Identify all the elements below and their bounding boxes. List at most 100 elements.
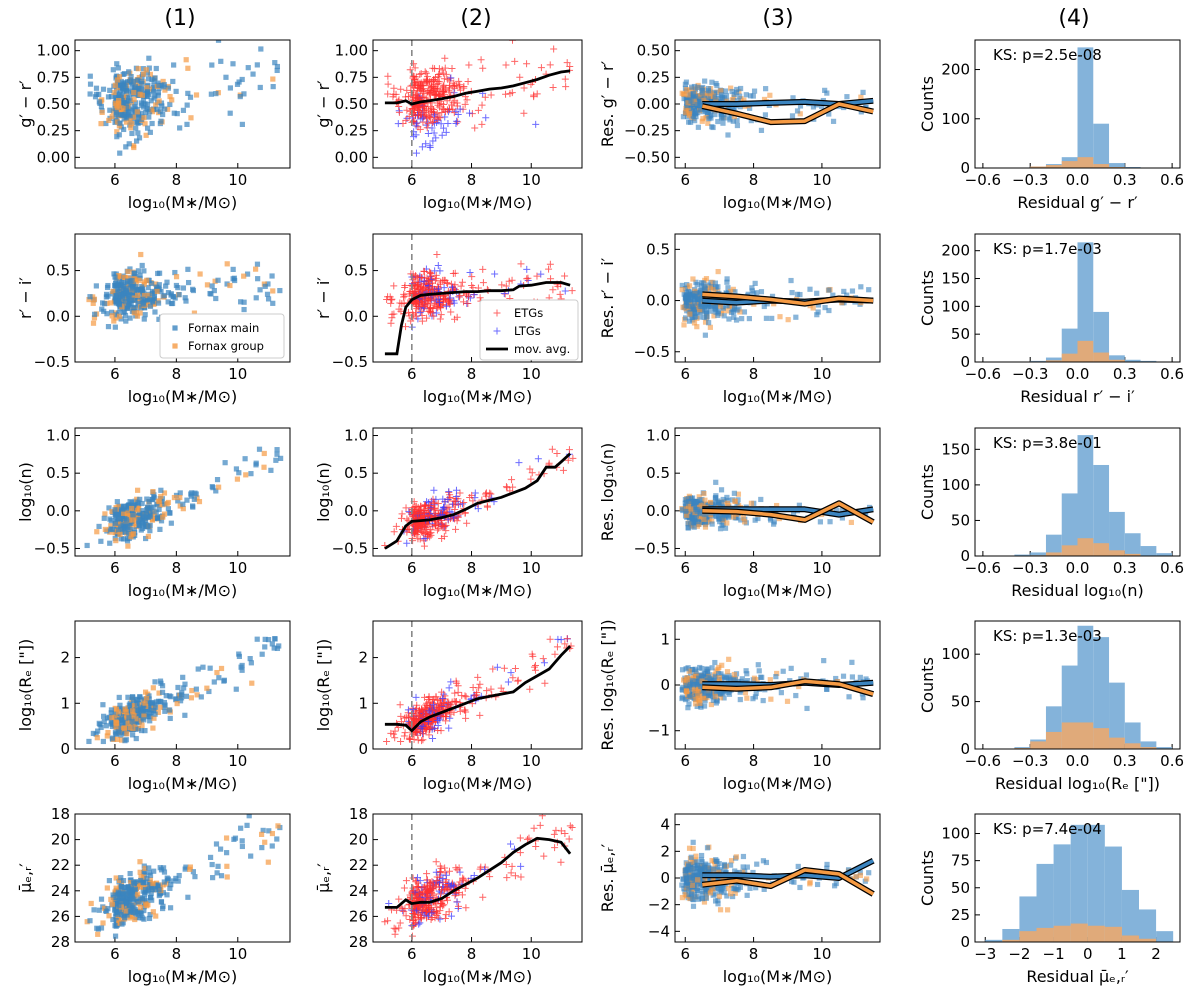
- ltg-point: [432, 134, 440, 142]
- main-point: [122, 529, 128, 535]
- main-residual: [748, 117, 754, 124]
- main-point: [163, 693, 169, 699]
- x-axis-label: log₁₀(M∗/M⊙): [128, 193, 238, 212]
- main-point: [223, 74, 229, 80]
- main-residual: [719, 499, 725, 506]
- main-residual: [712, 94, 718, 100]
- main-residual: [691, 300, 698, 306]
- main-residual: [702, 332, 708, 338]
- etg-point: [563, 635, 571, 643]
- main-point: [269, 641, 275, 647]
- main-point: [140, 704, 146, 711]
- col3-ytick-label: −0.50: [624, 148, 670, 166]
- main-residual: [727, 675, 733, 681]
- etg-point: [465, 61, 473, 69]
- etg-point: [424, 505, 432, 513]
- main-point: [100, 702, 106, 708]
- main-residual: [713, 690, 720, 696]
- etg-point: [464, 77, 472, 85]
- group-point: [161, 511, 168, 517]
- main-residual: [719, 115, 725, 121]
- group-point: [129, 505, 135, 512]
- ltg-point: [466, 109, 474, 117]
- col3-ytick-label: −0.5: [634, 343, 670, 361]
- etg-point: [456, 86, 464, 94]
- main-point: [109, 526, 116, 533]
- main-point: [139, 86, 145, 92]
- main-point: [123, 88, 130, 94]
- group-residual: [684, 676, 690, 683]
- etg-point: [531, 661, 539, 669]
- etg-point: [403, 515, 411, 523]
- etg-point: [421, 501, 429, 509]
- etg-point: [423, 112, 431, 120]
- group-residual: [696, 521, 702, 528]
- main-point: [152, 75, 158, 81]
- main-point: [254, 62, 260, 68]
- group-residual: [719, 662, 725, 668]
- main-point: [144, 523, 151, 529]
- main-point: [254, 261, 261, 267]
- main-residual: [731, 104, 737, 111]
- etg-point: [412, 729, 420, 737]
- etg-point: [424, 276, 432, 284]
- group-point: [124, 731, 130, 737]
- group-residual: [771, 301, 777, 307]
- main-point: [245, 65, 251, 71]
- col1-ytick-label: 0.0: [46, 307, 70, 325]
- ltg-point: [419, 114, 427, 122]
- main-residual: [846, 694, 852, 700]
- y-axis-label: log₁₀(Rₑ ["]): [16, 639, 35, 731]
- col1-xtick-label: 10: [228, 752, 247, 770]
- main-point: [133, 697, 140, 703]
- main-residual: [683, 682, 689, 689]
- group-residual: [703, 115, 709, 121]
- group-point: [135, 66, 141, 72]
- main-residual: [743, 92, 749, 98]
- main-point: [152, 704, 159, 710]
- main-residual: [718, 487, 725, 493]
- col3-ytick-label: 0.00: [637, 95, 670, 113]
- etg-point: [548, 445, 556, 453]
- main-residual: [687, 119, 694, 125]
- main-point: [130, 502, 137, 509]
- main-residual: [724, 494, 730, 501]
- axes-frame: [372, 427, 583, 557]
- x-axis-label: Residual r′ − i′: [1020, 387, 1135, 406]
- main-point: [277, 287, 283, 294]
- group-point: [110, 288, 116, 295]
- group-point: [116, 74, 123, 80]
- main-residual: [789, 289, 795, 296]
- group-point: [120, 108, 127, 114]
- main-point: [151, 707, 157, 714]
- col4-xtick-label: 0.3: [1113, 171, 1137, 189]
- etg-point: [421, 302, 429, 310]
- group-residual: [680, 304, 686, 310]
- etg-point: [454, 513, 462, 521]
- col4-ytick-label: 100: [941, 476, 970, 494]
- main-residual: [730, 309, 737, 315]
- etg-point: [400, 732, 408, 740]
- group-residual: [696, 494, 702, 500]
- y-axis-label: Res. r′ − i′: [598, 257, 617, 338]
- main-point: [117, 298, 123, 304]
- group-point: [145, 533, 151, 540]
- group-point: [241, 273, 247, 279]
- etg-point: [384, 293, 392, 301]
- main-point: [123, 144, 129, 150]
- group-point: [165, 106, 171, 112]
- etg-point: [508, 276, 516, 284]
- group-point: [261, 464, 267, 470]
- etg-point: [433, 251, 441, 259]
- col4-ytick-label: 100: [941, 110, 970, 128]
- group-point: [141, 292, 148, 299]
- main-point: [93, 85, 100, 91]
- main-point: [253, 460, 259, 466]
- histogram-bar-main: [1109, 511, 1125, 556]
- main-point: [230, 61, 236, 67]
- col1-ytick-label: 28: [51, 933, 70, 951]
- group-residual: [742, 690, 749, 696]
- main-point: [95, 728, 101, 734]
- main-point: [98, 724, 104, 731]
